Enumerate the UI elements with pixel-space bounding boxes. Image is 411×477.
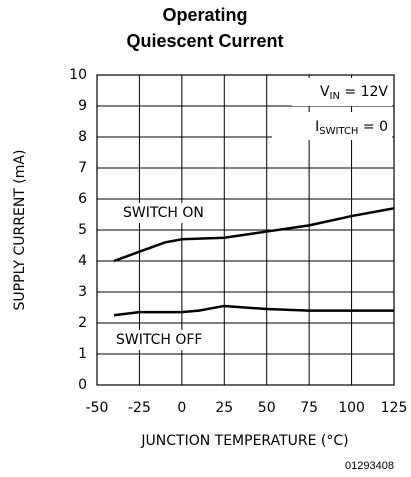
y-tick-label: 1: [78, 346, 87, 362]
x-tick-label: 100: [338, 400, 365, 416]
annotation: ISWITCH = 0: [315, 119, 388, 137]
x-tick-label: 75: [300, 400, 318, 416]
x-tick-label: 125: [381, 400, 408, 416]
plot-frame: [96, 74, 395, 386]
x-axis-label: JUNCTION TEMPERATURE (°C): [140, 433, 348, 449]
chart-title: Operating: [162, 5, 247, 25]
y-tick-label: 3: [78, 284, 87, 300]
x-tick-label: -50: [86, 400, 109, 416]
annotation-box: [272, 112, 392, 140]
y-tick-label: 6: [78, 191, 87, 207]
annotation-sub: SWITCH: [319, 126, 358, 137]
y-tick-label: 0: [78, 377, 87, 393]
annotation-sub: IN: [330, 91, 340, 102]
series-label: SWITCH ON: [123, 205, 204, 221]
line-series: [113, 207, 395, 263]
annotation-base: V: [320, 84, 330, 100]
y-tick-label: 7: [78, 160, 87, 176]
y-tick-label: 5: [78, 222, 87, 238]
chart-title: Quiescent Current: [126, 31, 283, 51]
y-tick-label: 2: [78, 315, 87, 331]
figure-code: 01293408: [345, 460, 394, 472]
x-tick-label: 25: [215, 400, 233, 416]
series-label-box: [113, 330, 209, 350]
annotation-base: I: [315, 119, 319, 135]
annotation: VIN = 12V: [320, 84, 388, 102]
x-tick-label: 0: [177, 400, 186, 416]
annotation-rest: = 12V: [340, 84, 388, 100]
line-series: [113, 304, 394, 317]
y-tick-label: 9: [78, 98, 87, 114]
y-tick-label: 4: [78, 253, 87, 269]
series-label-box: [120, 203, 207, 223]
annotation-box: [292, 78, 392, 106]
y-tick-label: 10: [69, 67, 87, 83]
y-axis-label: SUPPLY CURRENT (mA): [12, 150, 28, 311]
series-label: SWITCH OFF: [116, 332, 202, 348]
x-tick-label: -25: [128, 400, 151, 416]
annotation-rest: = 0: [358, 119, 388, 135]
y-tick-label: 8: [78, 129, 87, 145]
x-tick-label: 50: [258, 400, 276, 416]
